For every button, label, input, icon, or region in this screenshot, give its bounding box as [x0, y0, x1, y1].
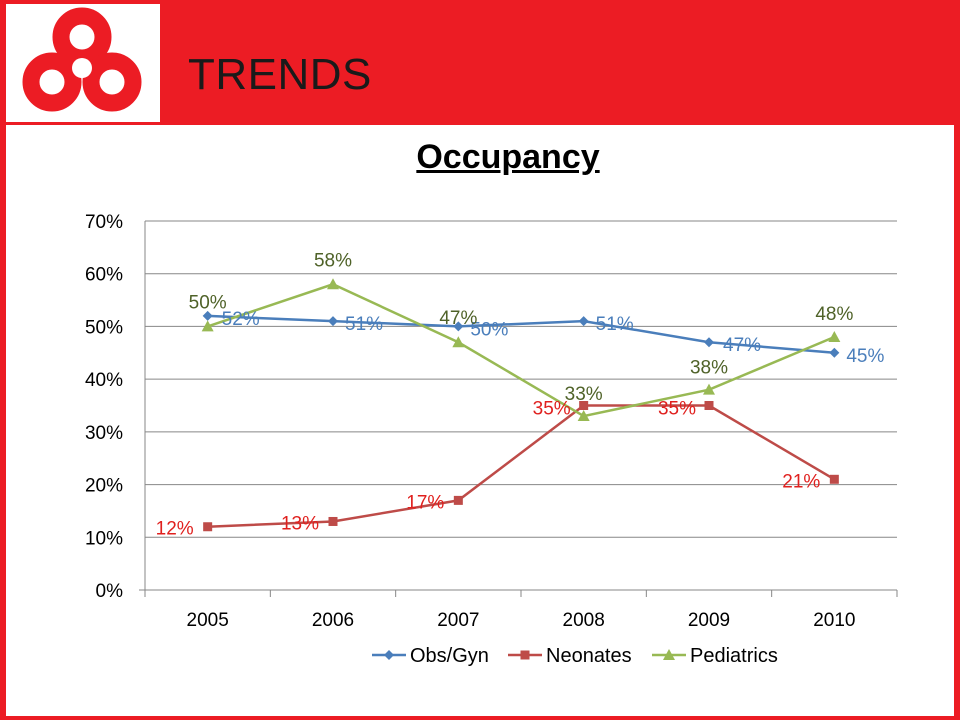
data-point-obs-gyn — [704, 337, 714, 348]
y-tick-label: 40% — [85, 370, 123, 391]
data-point-pediatrics — [327, 278, 339, 290]
data-label-pediatrics: 38% — [690, 358, 728, 379]
frame-right-border — [954, 125, 960, 720]
data-point-pediatrics — [577, 410, 590, 422]
data-label-neonates: 35% — [658, 399, 696, 420]
data-label-neonates: 21% — [782, 471, 820, 492]
y-tick-label: 60% — [85, 265, 123, 286]
header-bar — [0, 0, 960, 125]
data-label-neonates: 35% — [533, 399, 571, 420]
y-tick-label: 10% — [85, 528, 123, 549]
data-point-neonates — [203, 522, 213, 532]
data-label-pediatrics: 33% — [565, 384, 603, 405]
x-tick-label: 2005 — [187, 610, 229, 631]
x-tick-label: 2008 — [563, 610, 605, 631]
data-label-pediatrics: 48% — [815, 304, 853, 325]
data-label-obs-gyn: 45% — [846, 346, 884, 367]
y-tick-label: 30% — [85, 423, 123, 444]
data-point-pediatrics — [828, 330, 841, 342]
red-interlocking-rings-logo-icon — [22, 7, 142, 112]
data-point-neonates — [829, 474, 839, 484]
data-point-pediatrics — [201, 320, 214, 332]
slide-title: TRENDS — [188, 50, 372, 99]
data-point-neonates — [328, 516, 338, 526]
y-tick-label: 20% — [85, 476, 123, 497]
series-line-obs-gyn — [207, 314, 835, 355]
data-point-neonates — [704, 401, 714, 410]
y-tick-label: 50% — [85, 317, 123, 338]
data-point-obs-gyn — [829, 347, 840, 358]
data-label-neonates: 13% — [281, 513, 319, 534]
frame-bottom-border — [0, 716, 960, 720]
data-point-neonates — [579, 401, 589, 410]
data-point-obs-gyn — [453, 321, 464, 332]
data-label-obs-gyn: 47% — [723, 335, 761, 356]
legend-label-pediatrics: Pediatrics — [690, 645, 778, 667]
data-label-pediatrics: 47% — [439, 308, 477, 329]
legend-marker-obs-gyn — [384, 650, 394, 660]
data-point-pediatrics — [703, 383, 715, 395]
data-label-obs-gyn: 51% — [345, 314, 383, 335]
data-label-obs-gyn: 51% — [596, 314, 634, 335]
series-line-pediatrics — [207, 282, 835, 418]
data-label-pediatrics: 58% — [314, 250, 352, 271]
data-point-obs-gyn — [328, 316, 338, 327]
legend-label-obs-gyn: Obs/Gyn — [410, 645, 489, 667]
chart-title: Occupancy — [416, 138, 600, 176]
series-line-neonates — [207, 404, 835, 528]
data-label-neonates: 12% — [156, 519, 194, 540]
x-tick-label: 2006 — [312, 610, 354, 631]
data-label-obs-gyn: 52% — [222, 309, 260, 330]
x-tick-label: 2007 — [437, 610, 479, 631]
y-tick-label: 0% — [96, 581, 124, 602]
data-point-pediatrics — [452, 336, 465, 348]
frame-left-border — [0, 125, 6, 720]
data-label-pediatrics: 50% — [189, 292, 227, 313]
data-label-neonates: 17% — [406, 492, 444, 513]
data-point-neonates — [453, 495, 463, 505]
logo — [6, 4, 160, 122]
x-tick-label: 2009 — [688, 610, 730, 631]
x-tick-label: 2010 — [813, 610, 855, 631]
legend-label-neonates: Neonates — [546, 645, 632, 667]
legend-marker-neonates — [520, 650, 530, 660]
data-label-obs-gyn: 50% — [470, 319, 508, 340]
data-point-obs-gyn — [578, 316, 589, 327]
legend-marker-pediatrics — [663, 649, 675, 660]
data-point-obs-gyn — [202, 310, 213, 321]
y-tick-label: 70% — [85, 212, 123, 233]
